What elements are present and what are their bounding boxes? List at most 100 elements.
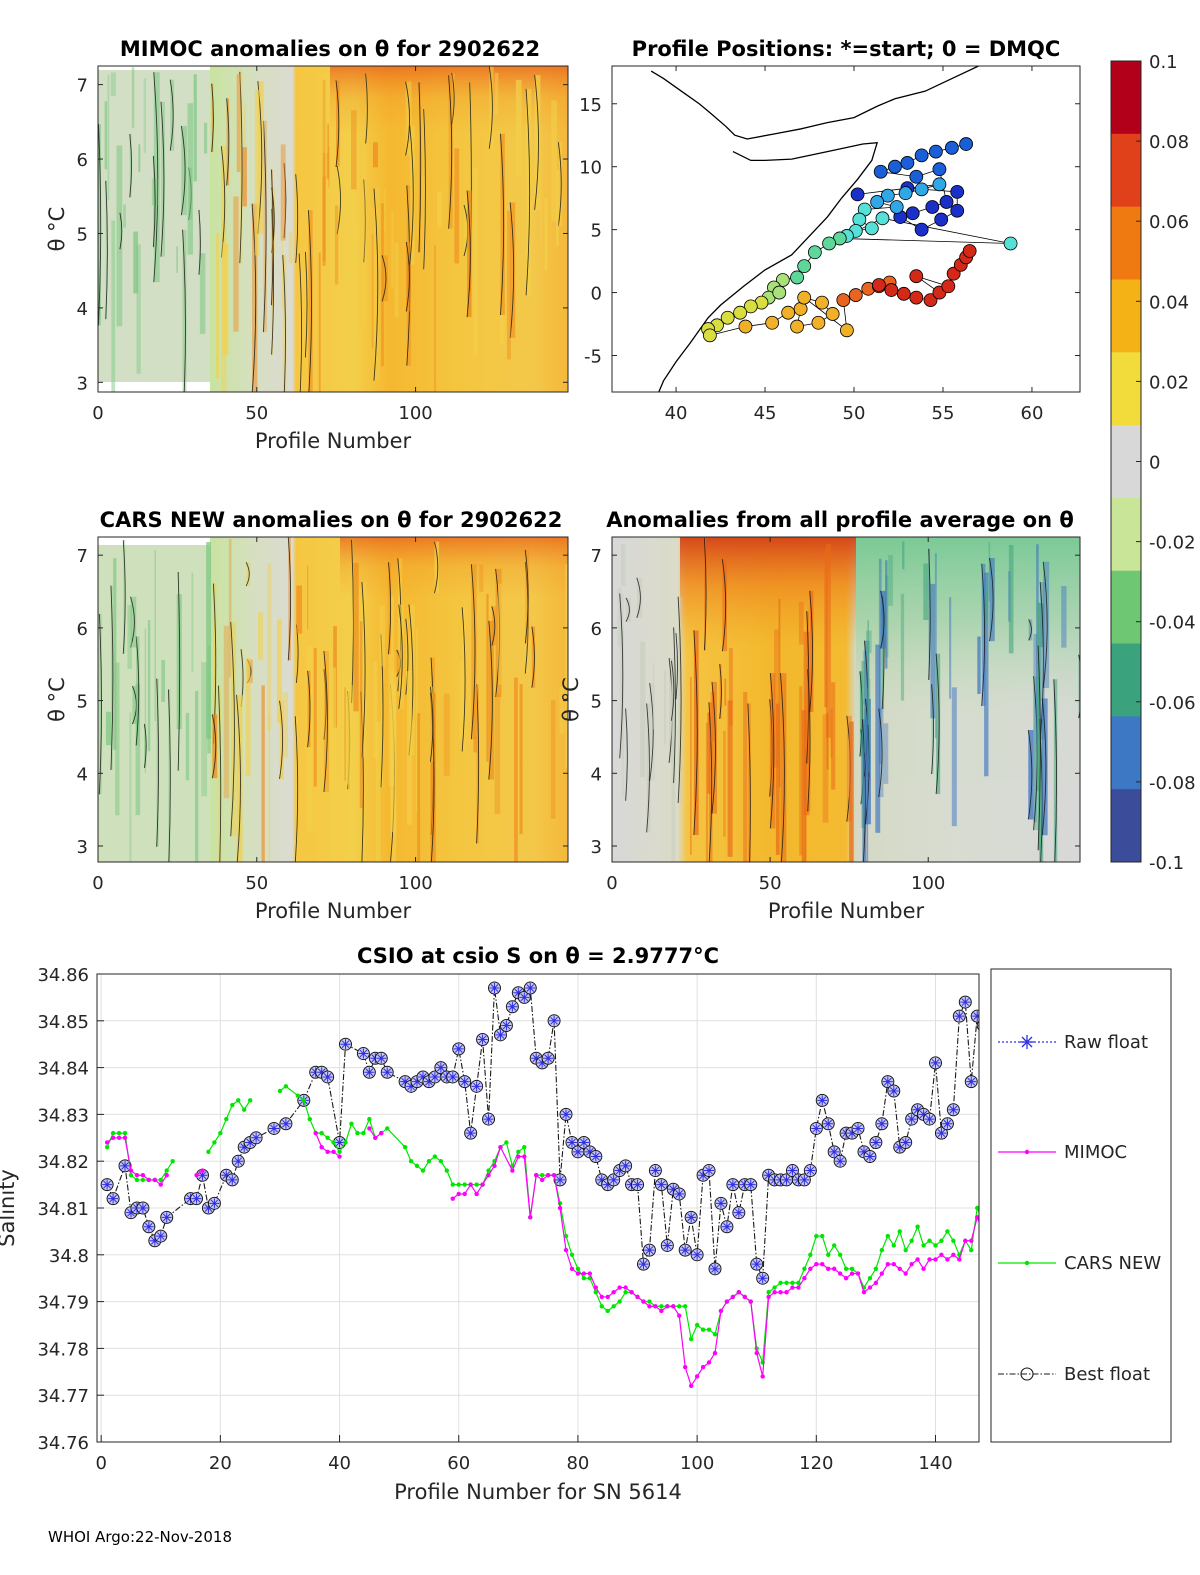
colorbar-tick-label: 0.1 bbox=[1149, 52, 1178, 73]
heatmap-streak bbox=[824, 551, 827, 707]
y-tick-label: 7 bbox=[77, 76, 88, 97]
cars-new-point bbox=[343, 1140, 347, 1144]
profile-position-marker bbox=[791, 320, 804, 333]
mimoc-point bbox=[457, 1192, 461, 1196]
mimoc-point bbox=[564, 1248, 568, 1252]
profile-position-marker bbox=[890, 200, 903, 213]
best-float-point bbox=[191, 1193, 203, 1205]
main-chart-title: CSIO at csio S on θ = 2.9777°C bbox=[357, 944, 719, 968]
y-tick-label: 7 bbox=[77, 546, 88, 567]
mimoc-point bbox=[588, 1271, 592, 1275]
best-float-point bbox=[465, 1127, 477, 1139]
best-float-point bbox=[876, 1118, 888, 1130]
cars-new-point bbox=[522, 1145, 526, 1149]
heatmap-streak bbox=[640, 642, 645, 777]
cars-new-point bbox=[141, 1178, 145, 1182]
heatmap-streak bbox=[712, 682, 717, 814]
y-tick-label: 0 bbox=[591, 284, 602, 305]
mimoc-point bbox=[707, 1360, 711, 1364]
mimoc-point bbox=[743, 1295, 747, 1299]
heatmap-streak bbox=[1028, 730, 1033, 819]
cars-new-point bbox=[707, 1327, 711, 1331]
best-float-point bbox=[703, 1165, 715, 1177]
profile-position-marker bbox=[910, 170, 923, 183]
best-float-point bbox=[381, 1066, 393, 1078]
heatmap-streak bbox=[127, 605, 132, 669]
mimoc-point bbox=[671, 1304, 675, 1308]
mimoc-point bbox=[552, 1173, 556, 1177]
heatmap-streak bbox=[799, 686, 802, 855]
heatmap-streak bbox=[495, 73, 499, 115]
mimoc-point bbox=[886, 1262, 890, 1266]
x-tick-label: 55 bbox=[932, 403, 955, 424]
cars-new-point bbox=[540, 1173, 544, 1177]
x-axis-label: Profile Number bbox=[255, 429, 412, 453]
heatmap-streak bbox=[216, 233, 219, 378]
cars-new-point bbox=[766, 1290, 770, 1294]
profile-position-marker bbox=[791, 271, 804, 284]
mimoc-point bbox=[611, 1290, 615, 1294]
best-float-point bbox=[548, 1015, 560, 1027]
mimoc-point bbox=[314, 1131, 318, 1135]
best-float-point bbox=[959, 996, 971, 1008]
cars-new-point bbox=[838, 1253, 842, 1257]
best-float-point bbox=[137, 1202, 149, 1214]
heatmap-streak bbox=[901, 594, 904, 701]
profile-position-marker bbox=[823, 237, 836, 250]
heatmap-streak bbox=[883, 723, 888, 784]
heatmap-streak bbox=[805, 690, 806, 863]
heatmap-streak bbox=[123, 204, 126, 227]
y-tick-label: 3 bbox=[77, 837, 88, 858]
best-float-point bbox=[590, 1151, 602, 1163]
mimoc-point bbox=[832, 1267, 836, 1271]
legend-best-float-label: Best float bbox=[1064, 1364, 1150, 1385]
cars-new-point bbox=[617, 1299, 621, 1303]
heatmap-streak bbox=[977, 637, 980, 694]
heatmap-streak bbox=[486, 594, 488, 762]
cars-new-point bbox=[474, 1182, 478, 1186]
cars-new-point bbox=[933, 1243, 937, 1247]
best-float-point bbox=[226, 1174, 238, 1186]
cars-new-point bbox=[915, 1225, 919, 1229]
heatmap-streak bbox=[952, 687, 957, 826]
profile-position-marker bbox=[734, 306, 747, 319]
heatmap-streak bbox=[535, 75, 541, 210]
cars-new-point bbox=[689, 1337, 693, 1341]
best-float-point bbox=[721, 1221, 733, 1233]
cars-new-point bbox=[278, 1089, 282, 1093]
heatmap-streak bbox=[743, 692, 747, 881]
mimoc-point bbox=[689, 1384, 693, 1388]
heatmap-streak bbox=[540, 148, 541, 244]
cars-new-point bbox=[921, 1243, 925, 1247]
cars-new-point bbox=[361, 1131, 365, 1135]
profile-position-marker bbox=[933, 178, 946, 191]
mimoc-point bbox=[540, 1178, 544, 1182]
mimoc-point bbox=[820, 1262, 824, 1266]
heatmap-streak bbox=[417, 713, 420, 879]
mimoc-point bbox=[582, 1271, 586, 1275]
mimoc-point bbox=[701, 1365, 705, 1369]
profile-position-marker bbox=[915, 149, 928, 162]
best-float-point bbox=[208, 1197, 220, 1209]
mimoc-point bbox=[105, 1140, 109, 1144]
footer-credit: WHOI Argo:22-Nov-2018 bbox=[48, 1528, 232, 1546]
profile-position-marker bbox=[782, 306, 795, 319]
y-tick-label: 5 bbox=[77, 692, 88, 713]
best-float-point bbox=[632, 1179, 644, 1191]
heatmap-streak bbox=[410, 126, 415, 265]
heatmap-streak bbox=[888, 555, 893, 606]
heatmap-streak bbox=[364, 146, 367, 326]
heatmap-streak bbox=[108, 75, 110, 201]
heatmap-streak bbox=[1079, 655, 1084, 718]
heatmap-streak bbox=[319, 253, 321, 455]
best-float-point bbox=[834, 1155, 846, 1167]
profile-position-marker bbox=[940, 195, 953, 208]
heatmap-streak bbox=[879, 709, 884, 797]
mimoc-point bbox=[576, 1271, 580, 1275]
profile-position-marker bbox=[963, 245, 976, 258]
best-float-point bbox=[900, 1136, 912, 1148]
colorbar-tick-label: -0.06 bbox=[1149, 693, 1196, 714]
cars-new-point bbox=[832, 1243, 836, 1247]
colorbar-segment bbox=[1111, 498, 1141, 571]
cars-new-point bbox=[236, 1098, 240, 1102]
